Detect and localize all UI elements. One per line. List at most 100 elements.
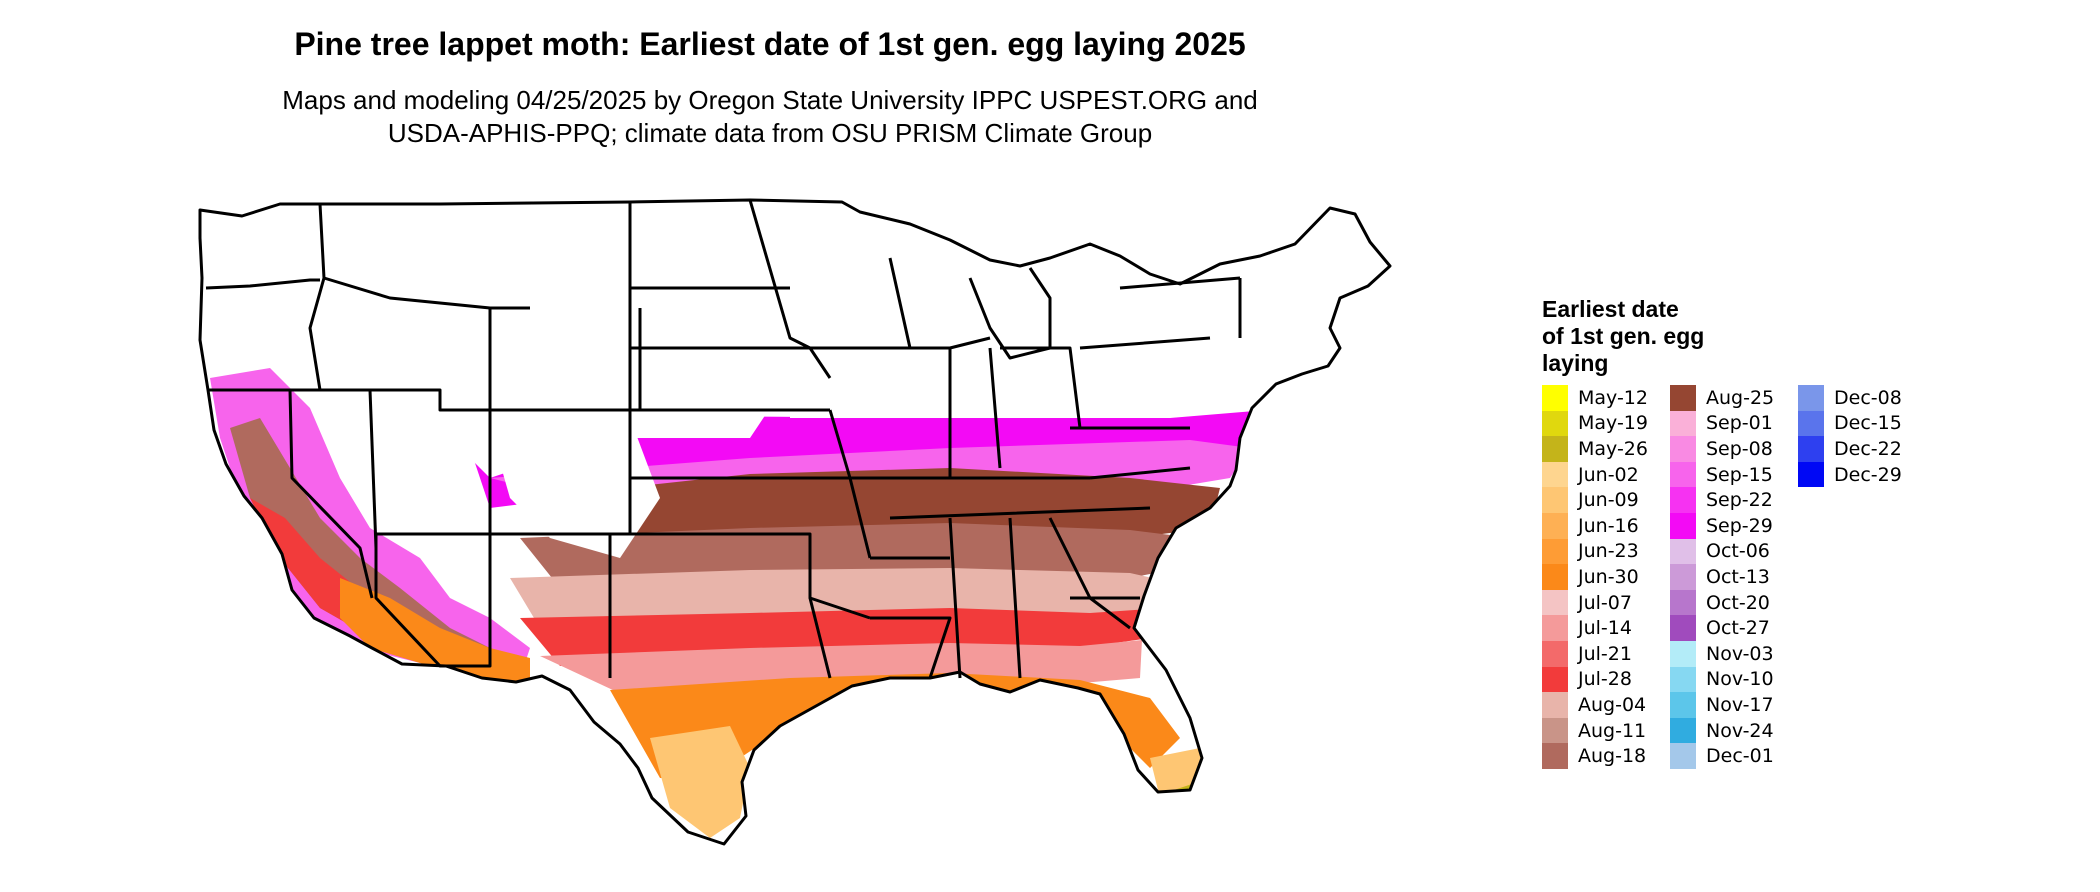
legend-label: Oct-13 <box>1706 565 1770 588</box>
legend-item: Oct-27 <box>1670 615 1798 641</box>
legend-label: Sep-22 <box>1706 489 1773 512</box>
legend-item: Sep-22 <box>1670 487 1798 513</box>
legend-item: Oct-20 <box>1670 589 1798 616</box>
ut-outline <box>370 388 492 536</box>
legend-swatch <box>1542 589 1568 616</box>
co-outline <box>488 410 632 536</box>
legend-swatch <box>1798 410 1824 437</box>
great-basin-no-egg-area <box>270 318 430 478</box>
legend-item: Sep-01 <box>1670 410 1798 437</box>
legend-item: Nov-03 <box>1670 640 1798 667</box>
legend-item: Nov-10 <box>1670 666 1798 693</box>
legend-label: Dec-22 <box>1834 437 1902 460</box>
legend-label: Aug-18 <box>1578 745 1647 768</box>
legend-swatch <box>1670 692 1696 718</box>
legend-label: Jun-16 <box>1578 514 1639 537</box>
us-map <box>198 198 1392 846</box>
legend-item: Jul-28 <box>1542 666 1670 693</box>
legend-label: Aug-25 <box>1706 386 1775 409</box>
legend-swatch <box>1670 385 1696 411</box>
legend-item: Jul-21 <box>1542 640 1670 667</box>
legend-label: Dec-08 <box>1834 386 1902 409</box>
legend-swatch <box>1670 512 1696 539</box>
legend-swatch <box>1670 487 1696 513</box>
legend-swatch <box>1670 564 1696 590</box>
tx-border <box>608 534 832 679</box>
legend-column: May-12 May-19 May-26 Jun-02 Jun-09 Jun-16 Jun-… <box>1542 385 1670 769</box>
legend-item: Sep-08 <box>1670 436 1798 462</box>
legend-label: Jul-21 <box>1578 642 1632 665</box>
legend-column: Aug-25 Sep-01 Sep-08 Sep-15 Sep-22 Sep-29 Oct-… <box>1670 385 1798 769</box>
legend-swatch <box>1670 410 1696 437</box>
legend-label: Nov-10 <box>1706 668 1774 691</box>
id-west-border <box>308 203 326 391</box>
legend-label: Sep-29 <box>1706 514 1773 537</box>
legend-item: Aug-11 <box>1542 717 1670 744</box>
legend-title: Earliest date of 1st gen. egg laying <box>1542 296 2062 377</box>
band-jul-mid <box>540 640 1142 698</box>
ca-nv-border <box>288 389 374 599</box>
colorado-no-egg-area <box>490 418 660 558</box>
legend-swatch <box>1542 564 1568 590</box>
legend-item: Aug-04 <box>1542 692 1670 718</box>
legend-item: Jun-16 <box>1542 512 1670 539</box>
nv-east-border <box>368 389 378 549</box>
legend-item: Dec-01 <box>1670 743 1798 769</box>
legend-swatch <box>1542 743 1568 769</box>
legend-swatch <box>1542 640 1568 667</box>
legend-title-line-3: laying <box>1542 350 1609 376</box>
legend-item: Dec-22 <box>1798 436 1926 462</box>
wy-outline <box>488 308 642 412</box>
legend-item: Dec-08 <box>1798 385 1926 411</box>
legend-item: May-19 <box>1542 410 1670 437</box>
legend-swatch <box>1798 461 1824 488</box>
legend-swatch <box>1670 436 1696 462</box>
legend-columns: May-12 May-19 May-26 Jun-02 Jun-09 Jun-16 Jun-… <box>1542 385 2062 769</box>
in-oh-border <box>948 346 1082 469</box>
legend-column: Dec-08 Dec-15 Dec-22 Dec-29 <box>1798 385 1926 769</box>
legend-label: Dec-01 <box>1706 745 1774 768</box>
legend-swatch <box>1542 385 1568 411</box>
legend-label: Dec-29 <box>1834 463 1902 486</box>
legend-title-line-2: of 1st gen. egg <box>1542 323 1705 349</box>
legend-item: Sep-15 <box>1670 461 1798 488</box>
legend-swatch <box>1542 436 1568 462</box>
subtitle-line-1: Maps and modeling 04/25/2025 by Oregon S… <box>282 85 1258 115</box>
legend-item: Jul-07 <box>1542 589 1670 616</box>
legend-label: Sep-08 <box>1706 437 1773 460</box>
legend-label: Jun-23 <box>1578 540 1639 563</box>
legend-label: Dec-15 <box>1834 412 1902 435</box>
legend-item: Dec-29 <box>1798 461 1926 488</box>
legend-swatch <box>1670 717 1696 744</box>
wa-or-border <box>205 278 320 290</box>
legend-label: Oct-27 <box>1706 617 1770 640</box>
legend-swatch <box>1542 512 1568 539</box>
ky-tn-border <box>889 476 1151 520</box>
legend-label: Aug-11 <box>1578 719 1647 742</box>
legend-swatch <box>1542 410 1568 437</box>
legend-swatch <box>1670 615 1696 641</box>
national-border <box>198 198 1392 846</box>
legend-item: Oct-06 <box>1670 538 1798 565</box>
legend-label: Sep-01 <box>1706 412 1773 435</box>
mich-outline <box>968 267 1052 360</box>
legend-swatch <box>1542 538 1568 565</box>
legend-label: Jun-30 <box>1578 565 1639 588</box>
legend-item: Aug-25 <box>1670 385 1798 411</box>
legend-swatch <box>1798 436 1824 462</box>
north-central-no-egg-area <box>790 202 1350 418</box>
legend-item: Nov-24 <box>1670 717 1798 744</box>
legend-label: Nov-03 <box>1706 642 1774 665</box>
legend-swatch <box>1670 666 1696 693</box>
legend-label: Jun-02 <box>1578 463 1639 486</box>
legend-item: Nov-17 <box>1670 692 1798 718</box>
va-nc-border <box>1070 426 1191 480</box>
legend-title-line-1: Earliest date <box>1542 296 1679 322</box>
legend-item: Jun-02 <box>1542 461 1670 488</box>
legend-label: Oct-20 <box>1706 591 1770 614</box>
mt-south-border <box>323 276 530 310</box>
legend-swatch <box>1542 461 1568 488</box>
legend-label: Oct-06 <box>1706 540 1770 563</box>
legend-label: Jul-14 <box>1578 617 1632 640</box>
legend-swatch <box>1542 487 1568 513</box>
